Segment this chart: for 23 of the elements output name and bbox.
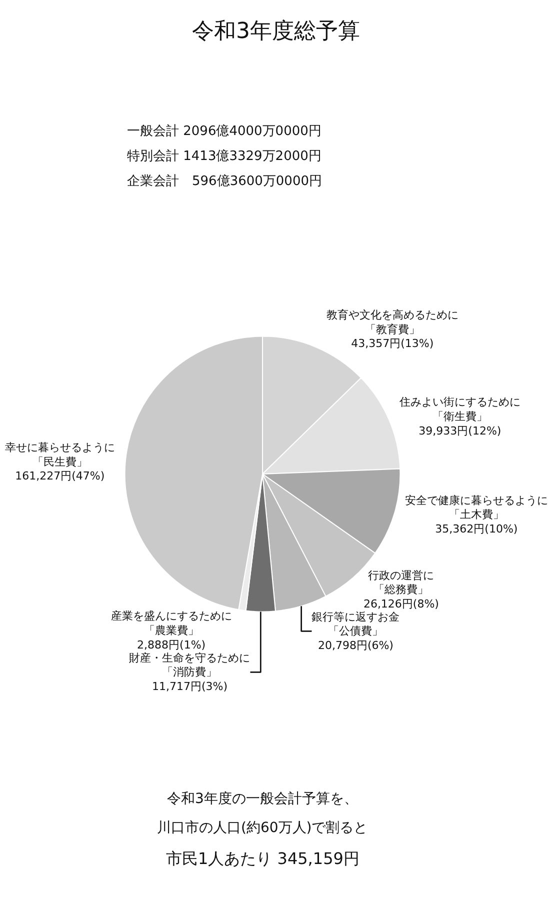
slice-label: 財産・生命を守るために「消防費」 <box>129 651 250 679</box>
data-label: 35,362円(10%) <box>435 522 518 536</box>
chart-title: 令和3年度総予算 <box>192 19 360 44</box>
data-label: 43,357円(13%) <box>351 337 434 350</box>
data-label: 20,798円(6%) <box>318 638 394 652</box>
text: 市民1人あたり 345,159円 <box>166 849 360 868</box>
text: 企業会計 596億3600万0000円 <box>127 174 322 189</box>
slice-label: 安全で健康に暮らせるように「土木費」 <box>404 494 548 522</box>
data-label: 11,717円(3%) <box>152 680 228 693</box>
slice-label: 教育や文化を高めるために「教育費」 <box>326 308 458 336</box>
data-label: 26,126円(8%) <box>363 597 439 610</box>
data-label: 39,933円(12%) <box>418 424 502 438</box>
text: 川口市の人口(約60万人)で割ると <box>157 820 368 836</box>
text: 一般会計 2096億4000万0000円 <box>127 124 322 139</box>
data-label: 161,227円(47%) <box>15 470 105 483</box>
slice-label: 幸せに暮らせるように「民生費」 <box>4 441 115 468</box>
text: 特別会計 1413億3329万2000円 <box>127 149 322 164</box>
data-label: 2,888円(1%) <box>137 638 206 652</box>
text: 令和3年度の一般会計予算を、 <box>167 791 358 807</box>
slice-label: 銀行等に返すお金「公債費」 <box>312 610 400 638</box>
slice-label: 住みよい街にするために「衛生費」 <box>399 396 520 423</box>
slice-label: 産業を盛んにするために「農業費」 <box>110 610 232 638</box>
slice-label: 行政の運営に「総務費」 <box>368 568 434 596</box>
